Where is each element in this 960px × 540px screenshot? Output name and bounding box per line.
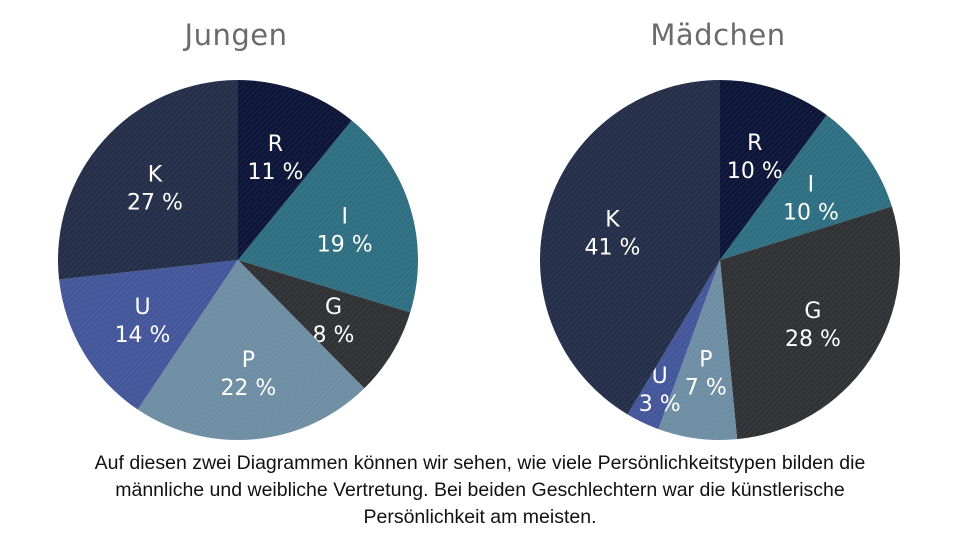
slice-letter-g: G — [804, 299, 821, 324]
slice-letter-k: K — [148, 162, 163, 187]
pie-slice-texture — [137, 260, 365, 440]
pie-slice-texture — [658, 260, 738, 440]
pie-slice-texture — [238, 120, 418, 313]
pie-slice-texture — [238, 260, 411, 389]
pie-slice-texture — [59, 260, 239, 410]
pie-jungen: R11 %I19 %G8 %P22 %U14 %K27 % — [58, 80, 418, 440]
slice-letter-r: R — [268, 132, 283, 157]
slice-percent-i: 19 % — [317, 233, 373, 258]
pie-slice-texture — [238, 80, 352, 260]
pie-maedchen: R 10 % I 10 % G 28 % P 7 % U 3 % K 41 % — [540, 80, 901, 440]
caption-text: Auf diesen zwei Diagrammen können wir se… — [20, 450, 940, 531]
chart-title-maedchen: Mädchen — [650, 18, 786, 52]
caption-line-1: Auf diesen zwei Diagrammen können wir se… — [94, 452, 866, 474]
pie-slice-texture — [58, 80, 238, 280]
slice-percent-k: 41 % — [584, 235, 640, 260]
slice-percent-p: 22 % — [220, 376, 276, 401]
pie-slice-texture — [627, 260, 720, 430]
slice-letter-i: I — [808, 172, 815, 197]
slice-letter-r: R — [747, 131, 762, 156]
pie-slice-texture — [720, 206, 901, 440]
pie-slice-texture — [720, 115, 892, 260]
slice-percent-p: 7 % — [685, 376, 727, 401]
slice-letter-p: P — [242, 348, 255, 373]
chart-title-jungen: Jungen — [184, 18, 288, 52]
pie-slice-texture — [720, 80, 827, 260]
slice-percent-r: 10 % — [727, 159, 783, 184]
slice-letter-k: K — [605, 207, 620, 232]
slice-letter-i: I — [342, 205, 349, 230]
slice-letter-p: P — [699, 348, 712, 373]
slice-percent-u: 3 % — [639, 392, 681, 417]
slice-percent-u: 14 % — [115, 323, 171, 348]
slice-letter-u: U — [652, 364, 668, 389]
pie-slice-texture — [540, 80, 720, 415]
caption-line-3: Persönlichkeit am meisten. — [363, 506, 597, 528]
caption-line-2: männliche und weibliche Vertretung. Bei … — [115, 479, 845, 501]
slice-percent-k: 27 % — [127, 190, 183, 215]
slice-percent-i: 10 % — [783, 200, 839, 225]
slice-letter-g: G — [325, 295, 342, 320]
slice-letter-u: U — [134, 295, 150, 320]
slice-percent-r: 11 % — [247, 160, 303, 185]
slice-percent-g: 28 % — [785, 327, 841, 352]
